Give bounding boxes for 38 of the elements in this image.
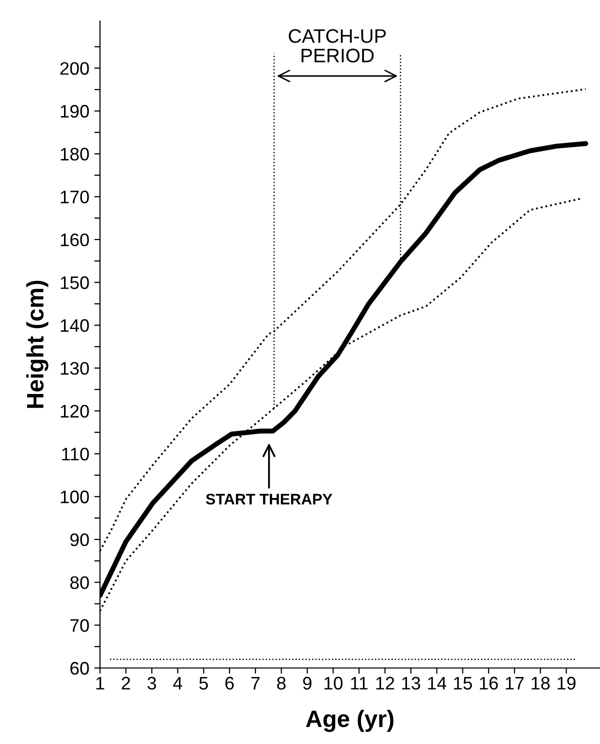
x-tick-label: 17 (506, 676, 524, 690)
x-tick-label: 6 (225, 676, 234, 690)
y-tick-label: 120 (60, 404, 89, 418)
x-tick-label: 15 (454, 676, 472, 690)
x-tick-label: 7 (251, 676, 260, 690)
x-tick-label: 12 (376, 676, 394, 690)
y-tick-label: 90 (70, 533, 89, 546)
annotation: START THERAPY (206, 494, 332, 505)
y-tick-label: 170 (60, 190, 89, 204)
y-axis-title: Height (cm) (26, 280, 48, 408)
x-tick-label: 16 (480, 676, 498, 690)
y-tick-label: 70 (70, 619, 89, 632)
x-tick-label: 3 (147, 676, 156, 690)
y-tick-label: 140 (60, 319, 89, 332)
x-axis-title: Age (yr) (306, 710, 394, 732)
x-tick-label: 2 (122, 676, 130, 690)
x-tick-label: 9 (303, 676, 312, 690)
x-tick-label: 10 (324, 676, 342, 690)
annotation: CATCH-UP PERIOD (288, 29, 386, 62)
y-tick-label: 130 (60, 362, 89, 375)
y-tick-label: 180 (60, 148, 89, 161)
y-tick-label: 160 (60, 233, 89, 246)
x-tick-label: 8 (277, 676, 286, 690)
x-tick-label: 13 (402, 676, 420, 690)
x-tick-label: 18 (532, 676, 550, 690)
x-tick-label: 1 (96, 676, 104, 690)
x-tick-label: 14 (428, 676, 446, 690)
y-tick-label: 60 (70, 662, 89, 675)
x-tick-label: 5 (199, 676, 208, 690)
y-tick-label: 100 (60, 490, 89, 504)
x-tick-label: 19 (558, 676, 576, 690)
y-tick-label: 110 (62, 448, 89, 460)
y-tick-label: 80 (70, 576, 89, 590)
y-tick-label: 190 (60, 104, 89, 118)
y-tick-label: 200 (60, 62, 89, 75)
y-tick-label: 150 (60, 276, 89, 290)
x-tick-label: 4 (173, 676, 182, 690)
x-tick-label: 11 (351, 676, 368, 690)
